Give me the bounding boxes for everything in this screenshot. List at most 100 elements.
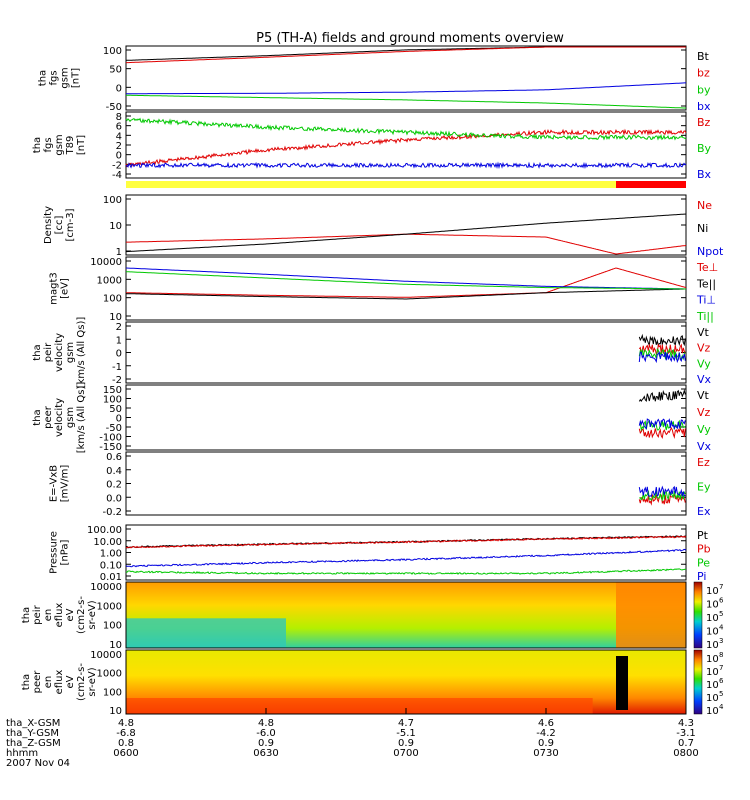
y-axis-label: sr-eV) — [87, 600, 98, 629]
y-tick-label: 10.00 — [93, 537, 122, 548]
y-axis-label: [km/s (All Qs)] — [76, 317, 87, 389]
panel-10: 10000 1000 100 10 tha peer en eflux eV (cm2-s-sr-… — [21, 649, 724, 717]
y-axis-label: en — [43, 676, 54, 689]
x-tick-label: 0700 — [393, 748, 418, 759]
y-tick-label: 0.6 — [106, 452, 122, 463]
y-axis-label: tha — [32, 137, 43, 153]
y-axis-label: fgs — [43, 137, 54, 152]
legend-label: Bz — [697, 116, 711, 129]
legend-label: Vy — [697, 357, 711, 370]
y-tick-label: 100 — [103, 195, 122, 206]
panel-frame — [125, 384, 687, 451]
legend-label: Npot — [697, 245, 724, 258]
y-tick-label: 0 — [116, 414, 122, 425]
y-axis-label: tha — [38, 70, 49, 86]
legend-label: Vz — [697, 406, 711, 419]
y-tick-label: -100 — [99, 433, 122, 444]
y-axis-label: (cm2-s- — [76, 596, 87, 634]
y-axis-label: velocity — [54, 398, 65, 437]
x-tick-label: -5.1 — [396, 728, 416, 739]
color-bar-label: 10 — [706, 613, 719, 624]
y-axis-label: [nPa] — [60, 539, 71, 565]
y-tick-label: 0.2 — [106, 480, 122, 491]
y-tick-label: 10000 — [90, 257, 122, 268]
panel-9: 10000 1000 100 10 tha peir en eflux eV (cm2-s-sr-… — [21, 581, 724, 651]
y-tick-label: 100 — [103, 395, 122, 406]
color-bar-label: 10 — [706, 627, 719, 638]
panel-7: 0.6 0.4 0.2 0.0 -0.2 E=-VxB [mV/m] Ez Ey Ex — [49, 451, 711, 518]
x-tick-label: -6.0 — [256, 728, 276, 739]
x-tick-label: 0.9 — [398, 738, 414, 749]
series-Vx — [638, 418, 686, 430]
chart-title: P5 (TH-A) fields and ground moments over… — [256, 31, 564, 46]
series-Ex — [638, 485, 686, 498]
y-axis-label: magt3 — [49, 272, 60, 305]
x-tick-label: -4.2 — [536, 728, 556, 739]
y-tick-label: 10 — [109, 640, 122, 651]
y-axis-label: tha — [32, 409, 43, 425]
color-bar-exponent: 8 — [719, 651, 723, 659]
legend-label: Ti|| — [696, 310, 714, 323]
panel-frame — [125, 111, 687, 179]
x-tick-label: 0730 — [533, 748, 558, 759]
x-tick-label: 0.9 — [538, 738, 554, 749]
x-tick-label: 0600 — [113, 748, 138, 759]
y-tick-label: 0 — [116, 83, 122, 94]
x-tick-label: 0630 — [253, 748, 278, 759]
x-tick-label: 0.9 — [258, 738, 274, 749]
legend-label: Vx — [697, 373, 712, 386]
y-tick-label: 1 — [116, 335, 122, 346]
y-axis-label: [nT] — [71, 68, 82, 88]
y-axis-label: tha — [21, 607, 32, 623]
panel-4: 10000 1000 100 10 magt3 [eV] Te⊥ Te|| Ti⊥ Ti|| — [49, 256, 718, 323]
legend-label: Vt — [697, 389, 710, 402]
legend-label: Pb — [697, 543, 711, 556]
y-axis-label: [mV/m] — [60, 465, 71, 503]
panel-3: 100 10 1 Density [cc] [cm-3] Ne Ni Npot — [43, 194, 724, 258]
series-Te⊥ — [126, 267, 687, 298]
series-Te|| — [125, 288, 686, 300]
color-bar-exponent: 6 — [719, 677, 724, 685]
legend-label: Vx — [697, 440, 712, 453]
x-tick-label: -3.1 — [676, 728, 696, 739]
y-tick-label: -4 — [112, 170, 122, 181]
color-bar-exponent: 4 — [719, 703, 724, 711]
series-bz — [125, 46, 686, 64]
series-Vt — [638, 333, 686, 347]
color-bar-label: 10 — [706, 640, 719, 651]
color-bar-exponent: 6 — [719, 597, 724, 605]
color-bar — [693, 649, 703, 715]
y-tick-label: 1000 — [97, 601, 122, 612]
spec-low-region — [126, 618, 286, 648]
legend-label: Vz — [697, 342, 711, 355]
y-tick-label: 2 — [116, 322, 122, 333]
y-axis-label: gsm — [54, 134, 65, 155]
y-tick-label: 6 — [116, 122, 122, 133]
series-Vx — [638, 350, 686, 364]
legend-label: bx — [697, 100, 711, 113]
status-bar — [126, 181, 686, 188]
y-tick-label: -50 — [106, 423, 122, 434]
panel-frame — [125, 451, 687, 516]
y-tick-label: -2 — [112, 160, 122, 171]
x-axis-row-label: tha_Z-GSM — [6, 738, 61, 749]
y-tick-label: 0 — [116, 349, 122, 360]
y-axis-label: [eV] — [60, 278, 71, 299]
y-axis-label: [km/s (All Qs)] — [76, 382, 87, 454]
panel-5: 2 1 0 -1 -2 tha peir velocity gsm [km/s (All Qs)]… — [32, 317, 712, 389]
series-bx — [126, 82, 687, 95]
y-axis-label: sr-eV) — [87, 667, 98, 696]
legend-label: Ne — [697, 199, 712, 212]
y-tick-label: 1 — [116, 247, 122, 258]
y-tick-label: 1.00 — [100, 549, 122, 560]
panel-frame — [125, 321, 687, 384]
y-axis-label: tha — [21, 674, 32, 690]
color-bar-exponent: 7 — [719, 664, 723, 672]
y-tick-label: -0.2 — [102, 507, 122, 518]
x-tick-label: 4.7 — [398, 718, 414, 729]
y-axis-label: T89 — [65, 136, 76, 156]
series-Ti|| — [126, 271, 686, 290]
spec-late-region — [616, 582, 686, 648]
y-tick-label: -1 — [112, 362, 122, 373]
